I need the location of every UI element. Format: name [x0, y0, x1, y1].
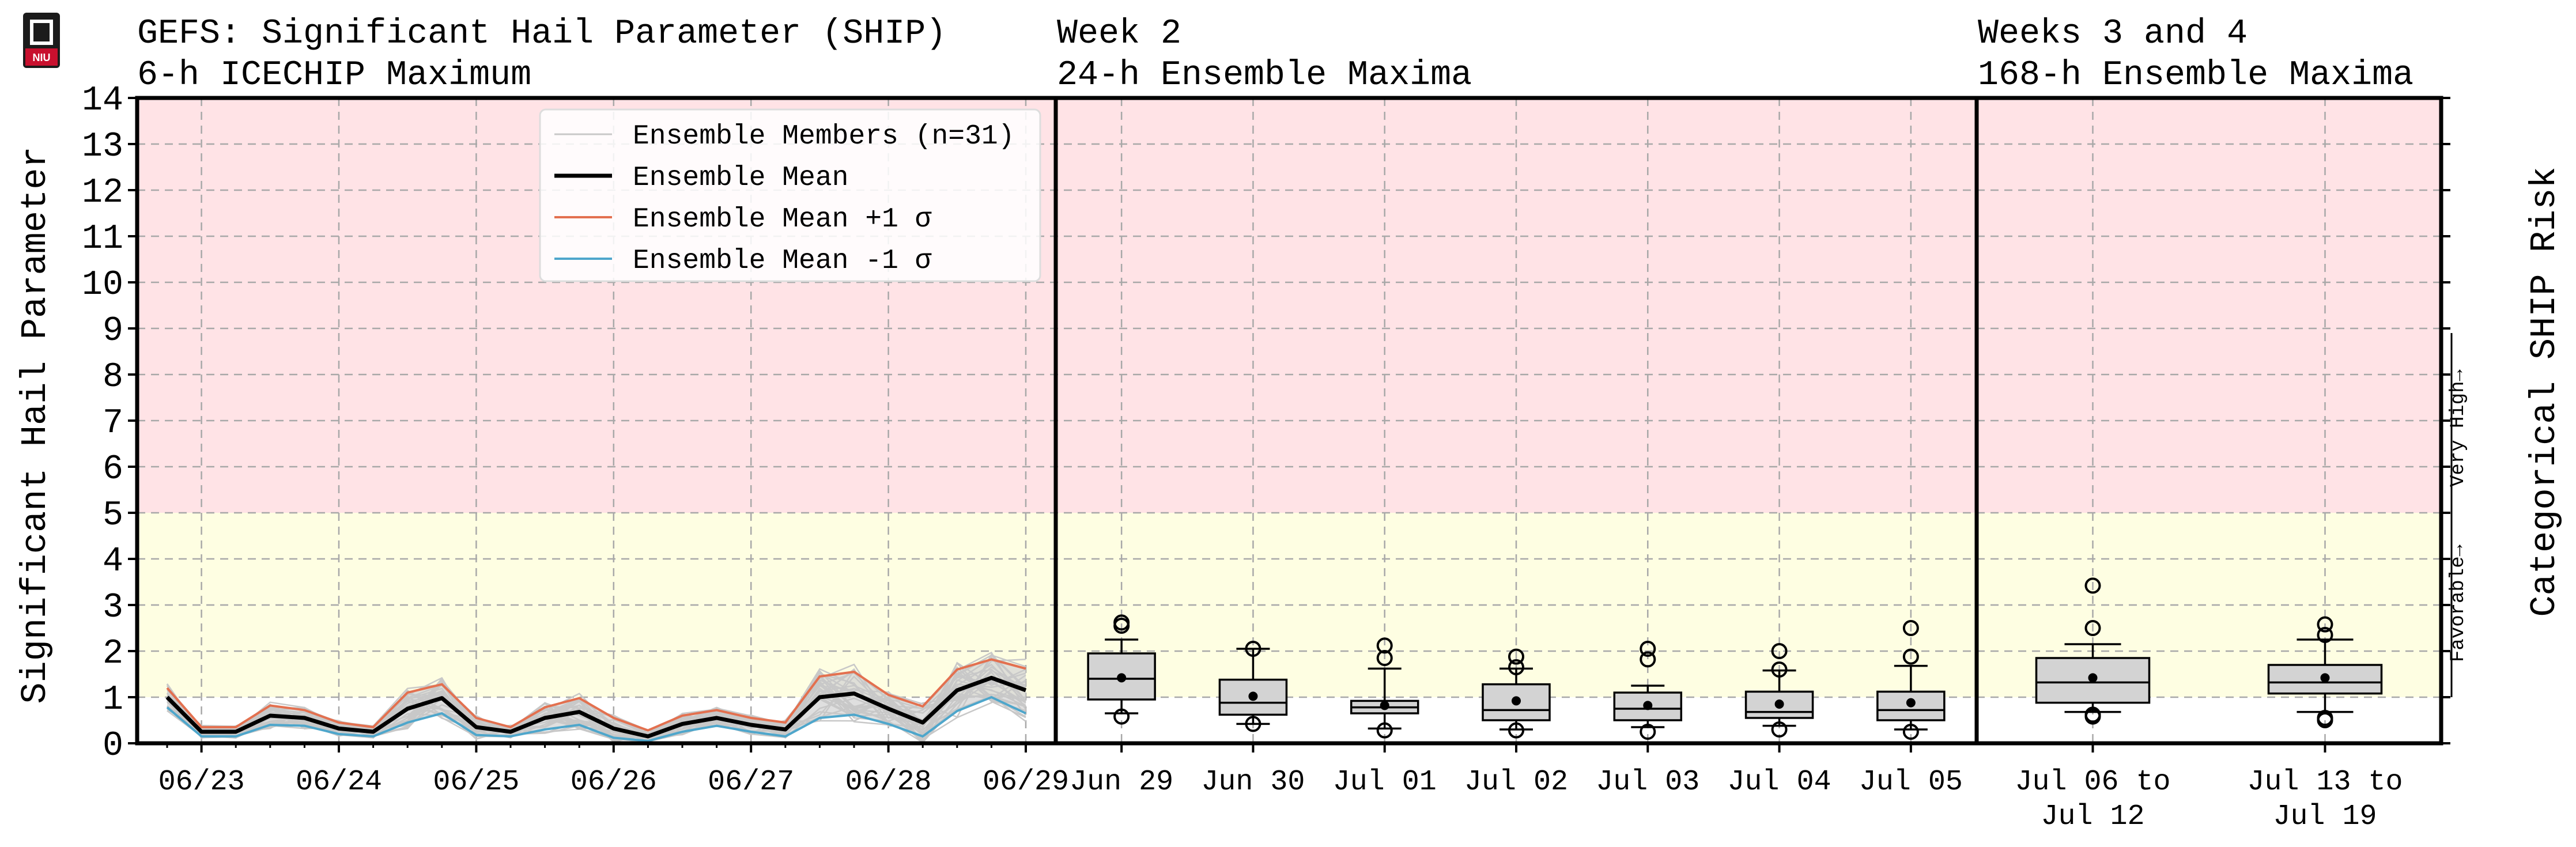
x-tick-label-day: Jul 04: [1728, 766, 1831, 799]
y-tick-label: 6: [103, 450, 123, 489]
box-outlier: [1245, 641, 1261, 657]
box-outlier: [1376, 637, 1393, 654]
x-tick-label-date: 06/29: [983, 766, 1069, 799]
x-tick-label-date: 06/27: [708, 766, 794, 799]
legend: Ensemble Members (n=31) Ensemble Mean En…: [539, 108, 1041, 282]
box-outlier: [1113, 708, 1130, 725]
zone-very-high: [137, 98, 2441, 513]
box-outlier: [2084, 577, 2101, 594]
box-iqr: [2267, 664, 2383, 695]
x-tick-label-day: Jul 05: [1859, 766, 1963, 799]
title-mid-line2: 24-h Ensemble Maxima: [1057, 56, 1472, 95]
title-right-line2: 168-h Ensemble Maxima: [1978, 56, 2413, 95]
box-outlier: [2317, 616, 2333, 633]
x-tick-label-date: 06/26: [571, 766, 657, 799]
x-tick-label-week-range: Jul 13 to: [2247, 766, 2403, 799]
box-mean-marker: [1906, 698, 1916, 708]
x-tick-label-date: 06/24: [296, 766, 382, 799]
box-outlier: [2084, 708, 2101, 725]
x-tick-label-day: Jul 01: [1333, 766, 1437, 799]
x-tick-label-week-range: Jul 12: [2041, 800, 2144, 833]
box-outlier: [1771, 721, 1788, 738]
box-outlier: [1508, 648, 1524, 665]
y-tick-label: 9: [103, 312, 123, 351]
box-outlier: [1508, 659, 1524, 675]
niu-logo: NIU: [23, 13, 60, 68]
y-tick-label: 14: [82, 81, 123, 120]
box-outlier: [1376, 650, 1393, 666]
box-outlier: [1245, 716, 1261, 732]
box-outlier: [1508, 722, 1524, 739]
box-mean-marker: [1117, 673, 1127, 683]
ensemble-mean-line: [165, 675, 1027, 739]
x-tick-label-day: Jun 29: [1070, 766, 1173, 799]
x-tick-label-week-range: Jul 06 to: [2015, 766, 2170, 799]
box-outlier: [1640, 724, 1656, 740]
title-mid-line1: Week 2: [1057, 14, 1181, 54]
title-left-line1: GEFS: Significant Hail Parameter (SHIP): [137, 14, 946, 54]
box-iqr: [2035, 657, 2151, 704]
title-right-line1: Weeks 3 and 4: [1978, 14, 2248, 54]
x-tick-label-week-range: Jul 19: [2273, 800, 2377, 833]
box-mean-marker: [2088, 673, 2098, 683]
legend-label-members: Ensemble Members (n=31): [633, 121, 1015, 152]
box-mean-marker: [1512, 696, 1521, 706]
box-outlier: [1640, 651, 1656, 668]
box-outlier: [1902, 648, 1919, 665]
y-tick-label: 0: [103, 727, 123, 766]
y-tick-label: 4: [103, 542, 123, 581]
y-tick-label: 11: [82, 220, 123, 259]
box-mean-marker: [1380, 701, 1389, 710]
y-tick-label: 2: [103, 634, 123, 674]
box-outlier: [1902, 620, 1919, 636]
legend-frame: [539, 108, 1041, 282]
x-tick-label-date: 06/28: [845, 766, 932, 799]
y-tick-label: 7: [103, 404, 123, 443]
box-outlier: [1113, 614, 1130, 631]
y-tick-label: 3: [103, 588, 123, 627]
right-axis-label: Categorical SHIP Risk: [2524, 167, 2565, 617]
x-tick-label-day: Jul 03: [1596, 766, 1699, 799]
box-outlier: [1771, 643, 1788, 659]
box-outlier: [2084, 620, 2101, 636]
legend-label-plus-sigma: Ensemble Mean +1 σ: [633, 204, 932, 235]
box-outlier: [1902, 724, 1919, 740]
y-tick-label: 12: [82, 173, 123, 213]
svg-text:NIU: NIU: [33, 52, 51, 63]
y-axis-label: Significant Hail Parameter: [15, 146, 56, 704]
y-tick-label: 13: [82, 127, 123, 167]
y-tick-label: 5: [103, 496, 123, 535]
title-left-line2: 6-h ICECHIP Maximum: [137, 56, 531, 95]
box-mean-marker: [1643, 701, 1653, 710]
y-tick-label: 1: [103, 680, 123, 720]
x-tick-label-date: 06/25: [433, 766, 519, 799]
box-mean-marker: [2320, 673, 2330, 683]
x-tick-label-day: Jun 30: [1201, 766, 1305, 799]
x-tick-label-day: Jul 02: [1464, 766, 1568, 799]
box-outlier: [2317, 712, 2333, 728]
box-mean-marker: [1774, 699, 1784, 709]
x-tick-label-date: 06/23: [158, 766, 245, 799]
minus-sigma-line: [166, 695, 1026, 743]
box-mean-marker: [1248, 691, 1258, 701]
box-outlier: [1376, 722, 1393, 739]
y-tick-label: 8: [103, 358, 123, 397]
box-outlier: [1640, 641, 1656, 657]
box-outlier: [2317, 627, 2333, 643]
legend-label-minus-sigma: Ensemble Mean -1 σ: [633, 245, 932, 277]
box-outlier: [1771, 661, 1788, 678]
y-tick-label: 10: [82, 266, 123, 305]
plus-sigma-line: [166, 658, 1026, 732]
legend-label-mean: Ensemble Mean: [633, 162, 848, 194]
